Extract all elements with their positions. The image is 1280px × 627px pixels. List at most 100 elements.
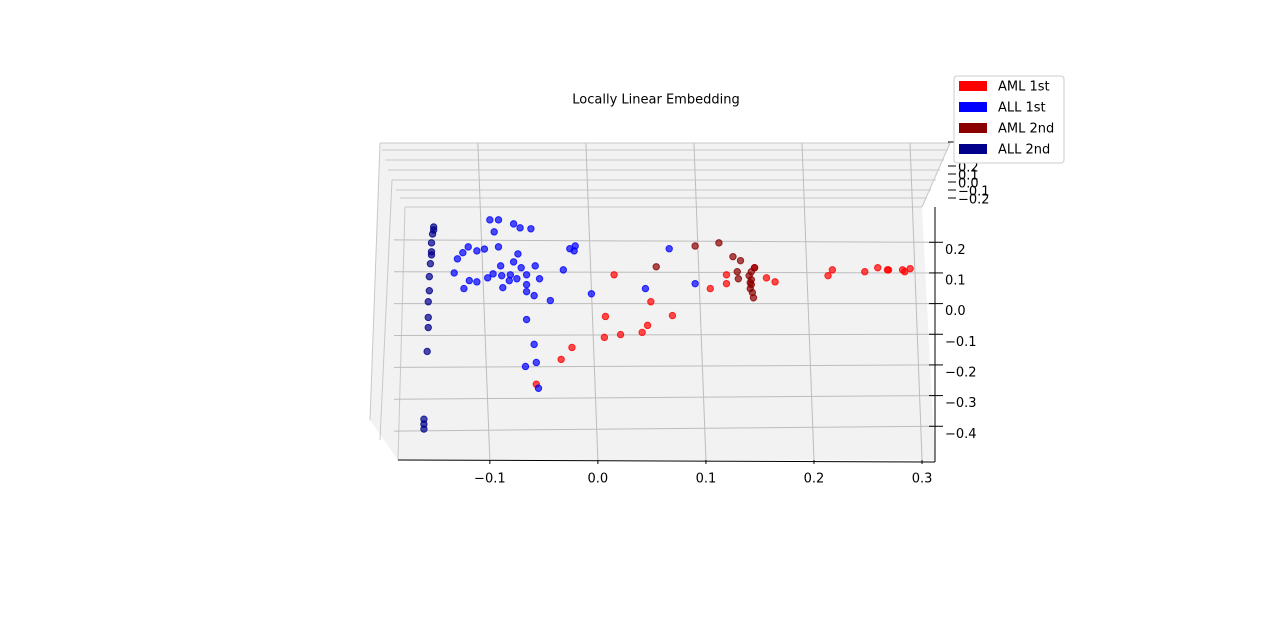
legend-swatch [959, 123, 987, 133]
point [828, 266, 837, 274]
y-tick-label: 0.2 [945, 243, 966, 258]
point [480, 245, 489, 253]
point [464, 243, 472, 251]
point [527, 225, 535, 233]
point [734, 275, 743, 283]
x-tick-label: −0.1 [474, 472, 506, 487]
point [424, 313, 432, 322]
legend-swatch [959, 102, 987, 112]
point [557, 355, 565, 364]
point [425, 272, 434, 281]
y-tick-label: 0.0 [945, 304, 966, 319]
point [465, 276, 474, 285]
legend-swatch [959, 81, 987, 91]
point [546, 296, 555, 305]
point [568, 343, 576, 352]
grid-line [477, 142, 491, 461]
point [736, 256, 745, 265]
point [570, 247, 578, 255]
point [749, 294, 758, 302]
grid-line [393, 364, 936, 368]
grid-line [585, 142, 599, 461]
grid-line [393, 395, 936, 400]
grid-line [393, 333, 936, 336]
point [722, 279, 731, 288]
point [647, 298, 655, 306]
point [861, 268, 869, 276]
x-tick-label: 0.0 [588, 472, 609, 487]
x-tick-label: 0.1 [696, 472, 717, 487]
point [473, 278, 481, 286]
point [691, 279, 699, 288]
legend-swatch [959, 144, 987, 154]
grid-line [393, 425, 936, 432]
point [522, 287, 531, 296]
point [535, 275, 544, 283]
point [884, 266, 893, 274]
grid-line [801, 142, 815, 461]
point [638, 328, 646, 337]
point [762, 274, 771, 282]
point [643, 321, 652, 330]
y-tick-label: 0.1 [945, 273, 966, 288]
point [420, 425, 428, 433]
point [424, 298, 432, 306]
point [771, 278, 779, 286]
point [494, 216, 503, 224]
y-tick-label: −0.1 [945, 335, 977, 350]
grid-line [393, 271, 936, 274]
y-tick-label: −0.3 [945, 396, 977, 411]
point [425, 287, 434, 295]
point [450, 269, 458, 277]
legend: AML 1st ALL 1st AML 2nd ALL 2nd [953, 75, 1065, 164]
point [514, 250, 522, 258]
z-tick-label: −0.2 [958, 193, 990, 208]
x-tick-label: 0.3 [912, 472, 933, 487]
point [513, 275, 521, 283]
z-tick-label: 0.1 [958, 169, 979, 184]
point [906, 264, 914, 273]
grid-line [693, 142, 707, 461]
point [496, 262, 505, 270]
point [506, 271, 515, 279]
z-tick-label: −0.1 [958, 185, 990, 200]
point [610, 271, 618, 279]
point [616, 330, 625, 339]
point [483, 274, 492, 282]
legend-label: AML 2nd [998, 122, 1054, 137]
point [733, 268, 741, 276]
point [473, 247, 481, 255]
point [530, 291, 538, 300]
point [453, 255, 462, 263]
point [516, 224, 524, 232]
point [428, 230, 437, 238]
point [715, 239, 723, 247]
point [490, 228, 498, 236]
point [494, 243, 503, 251]
x-tick-label: 0.2 [804, 472, 825, 487]
point [522, 280, 531, 289]
point [729, 252, 737, 261]
point [427, 251, 436, 259]
point [522, 315, 531, 324]
point [534, 384, 543, 392]
point [423, 347, 431, 356]
point [706, 284, 714, 293]
point [489, 270, 497, 278]
point [668, 311, 677, 320]
point [517, 264, 525, 272]
point [641, 284, 650, 293]
point [901, 268, 909, 276]
grid-line [393, 239, 936, 243]
point [824, 271, 832, 280]
legend-label: ALL 2nd [998, 143, 1050, 158]
z-tick-label: 0.0 [958, 177, 979, 192]
point [652, 263, 660, 271]
plot-pane [370, 143, 950, 460]
point [509, 220, 518, 228]
point [505, 276, 513, 285]
x-axis-line [397, 459, 936, 463]
point [424, 323, 432, 332]
